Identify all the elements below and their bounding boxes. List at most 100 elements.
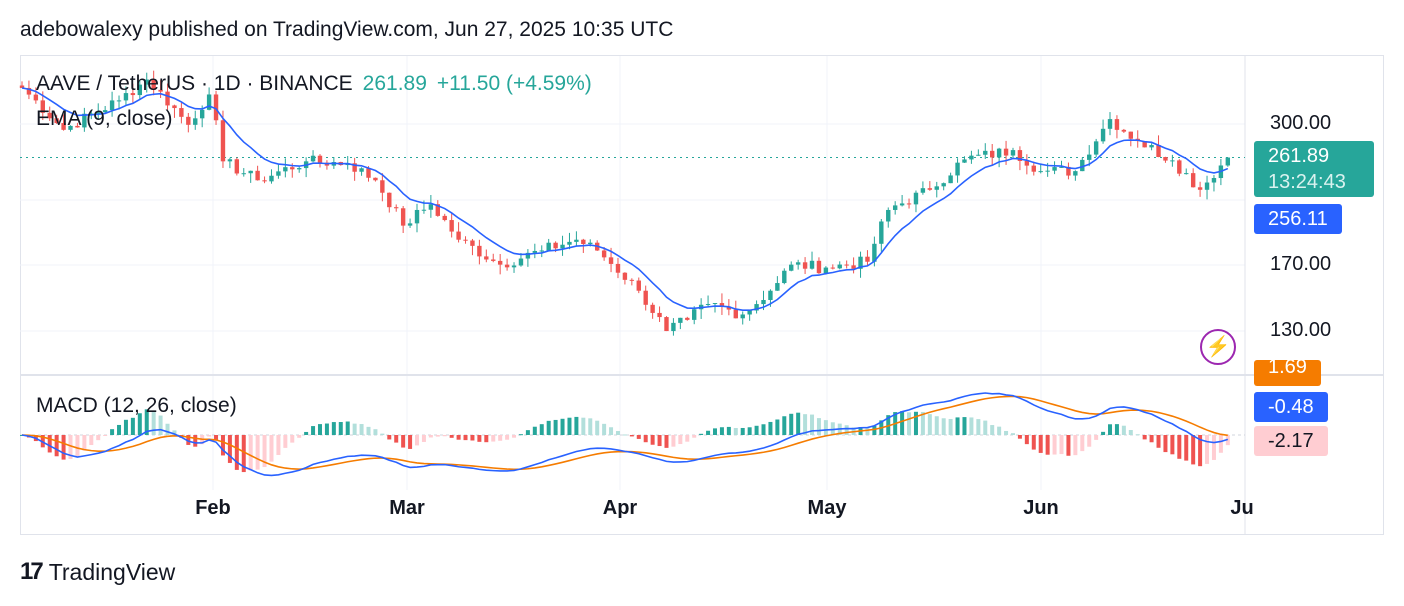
lightning-icon[interactable]: ⚡ — [1200, 329, 1236, 365]
macd-histogram-bar — [1108, 424, 1113, 435]
macd-histogram-bar — [338, 422, 343, 435]
macd-histogram-bar — [331, 422, 336, 435]
candle-body — [532, 250, 538, 253]
macd-histogram-bar — [248, 435, 253, 471]
macd-histogram-bar — [1149, 435, 1154, 443]
candle-body — [740, 314, 745, 319]
candle-body — [1024, 160, 1030, 166]
candle-body — [504, 264, 510, 268]
macd-histogram-bar — [913, 411, 918, 435]
date-label: Mar — [389, 497, 425, 519]
macd-histogram-bar — [830, 422, 835, 435]
macd-histogram-bar — [449, 435, 454, 438]
candle-body — [366, 168, 371, 178]
candle-body — [463, 239, 468, 241]
candle-body — [782, 270, 787, 284]
macd-histogram-bar — [1004, 430, 1009, 435]
macd-histogram-bar — [699, 433, 704, 435]
macd-histogram-bar — [89, 435, 94, 446]
date-label: Jun — [1023, 497, 1059, 519]
macd-histogram-bar — [1017, 435, 1022, 439]
candle-body — [1038, 171, 1043, 173]
macd-histogram-bar — [997, 426, 1002, 435]
hist-tag: -2.17 — [1254, 426, 1328, 456]
macd-histogram-bar — [220, 435, 225, 456]
candle-body — [269, 175, 274, 182]
macd-histogram-bar — [290, 435, 295, 443]
macd-histogram-bar — [920, 411, 925, 435]
candle-body — [123, 93, 129, 101]
macd-histogram-bar — [900, 411, 905, 435]
candle-body — [976, 154, 981, 156]
candle-body — [886, 209, 891, 222]
macd-histogram-bar — [151, 412, 156, 435]
macd-histogram-bar — [650, 435, 655, 445]
macd-histogram-bar — [810, 414, 815, 435]
macd-histogram-bar — [1163, 435, 1168, 453]
candle-body — [546, 242, 551, 251]
candle-body — [206, 94, 212, 110]
macd-histogram-bar — [775, 419, 780, 435]
candle-body — [394, 207, 399, 209]
candle-body — [719, 303, 725, 307]
candle-body — [373, 177, 378, 181]
macd-histogram-bar — [1066, 435, 1071, 456]
ema-line — [21, 87, 1229, 312]
macd-histogram-bar — [172, 430, 177, 435]
candle-body — [1031, 165, 1036, 172]
bar-countdown: 13:24:43 — [1268, 171, 1346, 193]
candle-body — [574, 239, 579, 242]
candle-body — [470, 240, 475, 246]
macd-histogram-bar — [117, 424, 122, 435]
macd-histogram-bar — [387, 435, 392, 440]
macd-histogram-bar — [401, 435, 406, 448]
candle-body — [948, 175, 953, 184]
macd-histogram-bar — [1128, 429, 1133, 435]
macd-histogram-bar — [1198, 435, 1203, 467]
candle-body — [151, 79, 156, 90]
candle-body — [33, 94, 39, 101]
candle-body — [283, 167, 288, 172]
tradingview-logo[interactable]: 17 TradingView — [20, 558, 175, 586]
candle-body — [1045, 170, 1050, 172]
candle-body — [186, 116, 191, 125]
macd-histogram-bar — [1191, 435, 1196, 465]
macd-histogram-bar — [976, 419, 981, 435]
candle-body — [234, 159, 240, 174]
candle-body — [622, 272, 628, 280]
candle-body — [1052, 167, 1057, 171]
candle-body — [581, 239, 586, 245]
macd-histogram-bar — [539, 424, 544, 435]
macd-histogram-bar — [408, 435, 413, 449]
macd-histogram-bar — [706, 430, 711, 435]
macd-histogram-bar — [262, 435, 267, 468]
candle-body — [1225, 157, 1231, 166]
macd-histogram-bar — [1142, 435, 1147, 440]
macd-histogram-bar — [137, 413, 142, 435]
candle-body — [1142, 141, 1147, 148]
candle-body — [400, 208, 406, 226]
macd-histogram-bar — [1218, 435, 1223, 453]
macd-histogram-bar — [1184, 435, 1189, 461]
macd-histogram-bar — [1045, 435, 1050, 455]
candle-body — [789, 264, 794, 271]
candle-body — [435, 204, 440, 216]
macd-histogram-bar — [380, 433, 385, 435]
ema-tag: 256.11 — [1254, 204, 1342, 234]
macd-histogram-bar — [609, 427, 614, 435]
macd-histogram-bar — [595, 420, 600, 435]
macd-histogram-bar — [1010, 433, 1015, 435]
candle-body — [837, 264, 842, 269]
macd-histogram-bar — [1101, 431, 1106, 435]
candle-body — [19, 85, 25, 88]
macd-histogram-bar — [955, 417, 960, 435]
macd-histogram-bar — [927, 414, 932, 435]
macd-histogram-bar — [1087, 435, 1092, 447]
macd-histogram-bar — [428, 435, 433, 438]
candle-body — [830, 267, 836, 269]
candle-body — [1066, 166, 1071, 176]
macd-histogram-bar — [643, 435, 648, 443]
candle-body — [497, 260, 503, 265]
